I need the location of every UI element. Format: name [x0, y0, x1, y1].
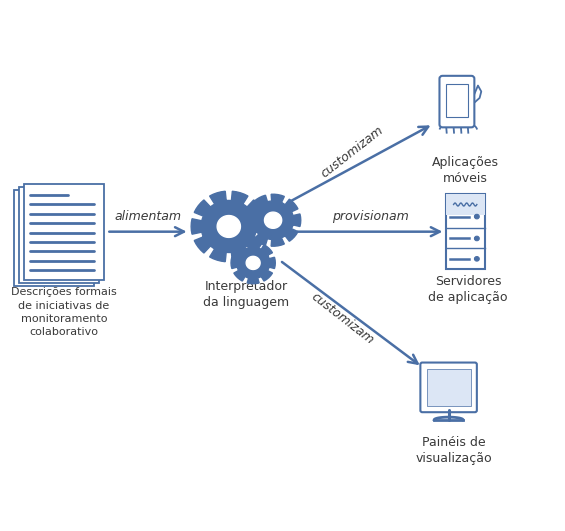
Text: Interpretador
da linguagem: Interpretador da linguagem [203, 280, 290, 309]
FancyBboxPatch shape [446, 194, 485, 215]
Circle shape [475, 256, 479, 261]
FancyBboxPatch shape [19, 187, 99, 283]
FancyBboxPatch shape [427, 369, 471, 406]
Polygon shape [191, 191, 267, 262]
Polygon shape [264, 212, 282, 228]
FancyBboxPatch shape [14, 190, 94, 286]
Text: Aplicações
móveis: Aplicações móveis [432, 156, 499, 185]
Polygon shape [246, 194, 301, 246]
Circle shape [475, 236, 479, 241]
Polygon shape [217, 216, 241, 237]
FancyBboxPatch shape [420, 363, 477, 412]
FancyBboxPatch shape [24, 184, 104, 280]
FancyBboxPatch shape [440, 76, 475, 127]
Text: Painéis de
visualização: Painéis de visualização [416, 436, 493, 465]
Text: Descrições formais
de iniciativas de
monitoramento
colaborativo: Descrições formais de iniciativas de mon… [11, 287, 116, 337]
Text: Servidores
de aplicação: Servidores de aplicação [428, 275, 508, 304]
Text: customizam: customizam [318, 124, 385, 181]
Circle shape [475, 215, 479, 219]
Polygon shape [246, 256, 260, 269]
Text: provisionam: provisionam [332, 210, 408, 223]
Polygon shape [231, 242, 275, 284]
FancyBboxPatch shape [446, 84, 468, 117]
Text: alimentam: alimentam [115, 210, 181, 223]
Text: customizam: customizam [308, 290, 376, 347]
FancyBboxPatch shape [446, 194, 485, 269]
